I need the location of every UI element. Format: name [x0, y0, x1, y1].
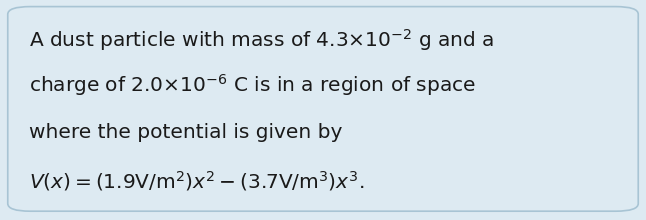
Text: where the potential is given by: where the potential is given by	[29, 123, 342, 141]
Text: $V(x) = (1.9\mathrm{V/m^2})x^2 - (3.7\mathrm{V/m^3})x^3.$: $V(x) = (1.9\mathrm{V/m^2})x^2 - (3.7\ma…	[29, 170, 364, 193]
Text: A dust particle with mass of $4.3{\times}10^{-2}$ g and a: A dust particle with mass of $4.3{\times…	[29, 27, 494, 53]
Text: charge of $2.0{\times}10^{-6}$ C is in a region of space: charge of $2.0{\times}10^{-6}$ C is in a…	[29, 72, 476, 98]
